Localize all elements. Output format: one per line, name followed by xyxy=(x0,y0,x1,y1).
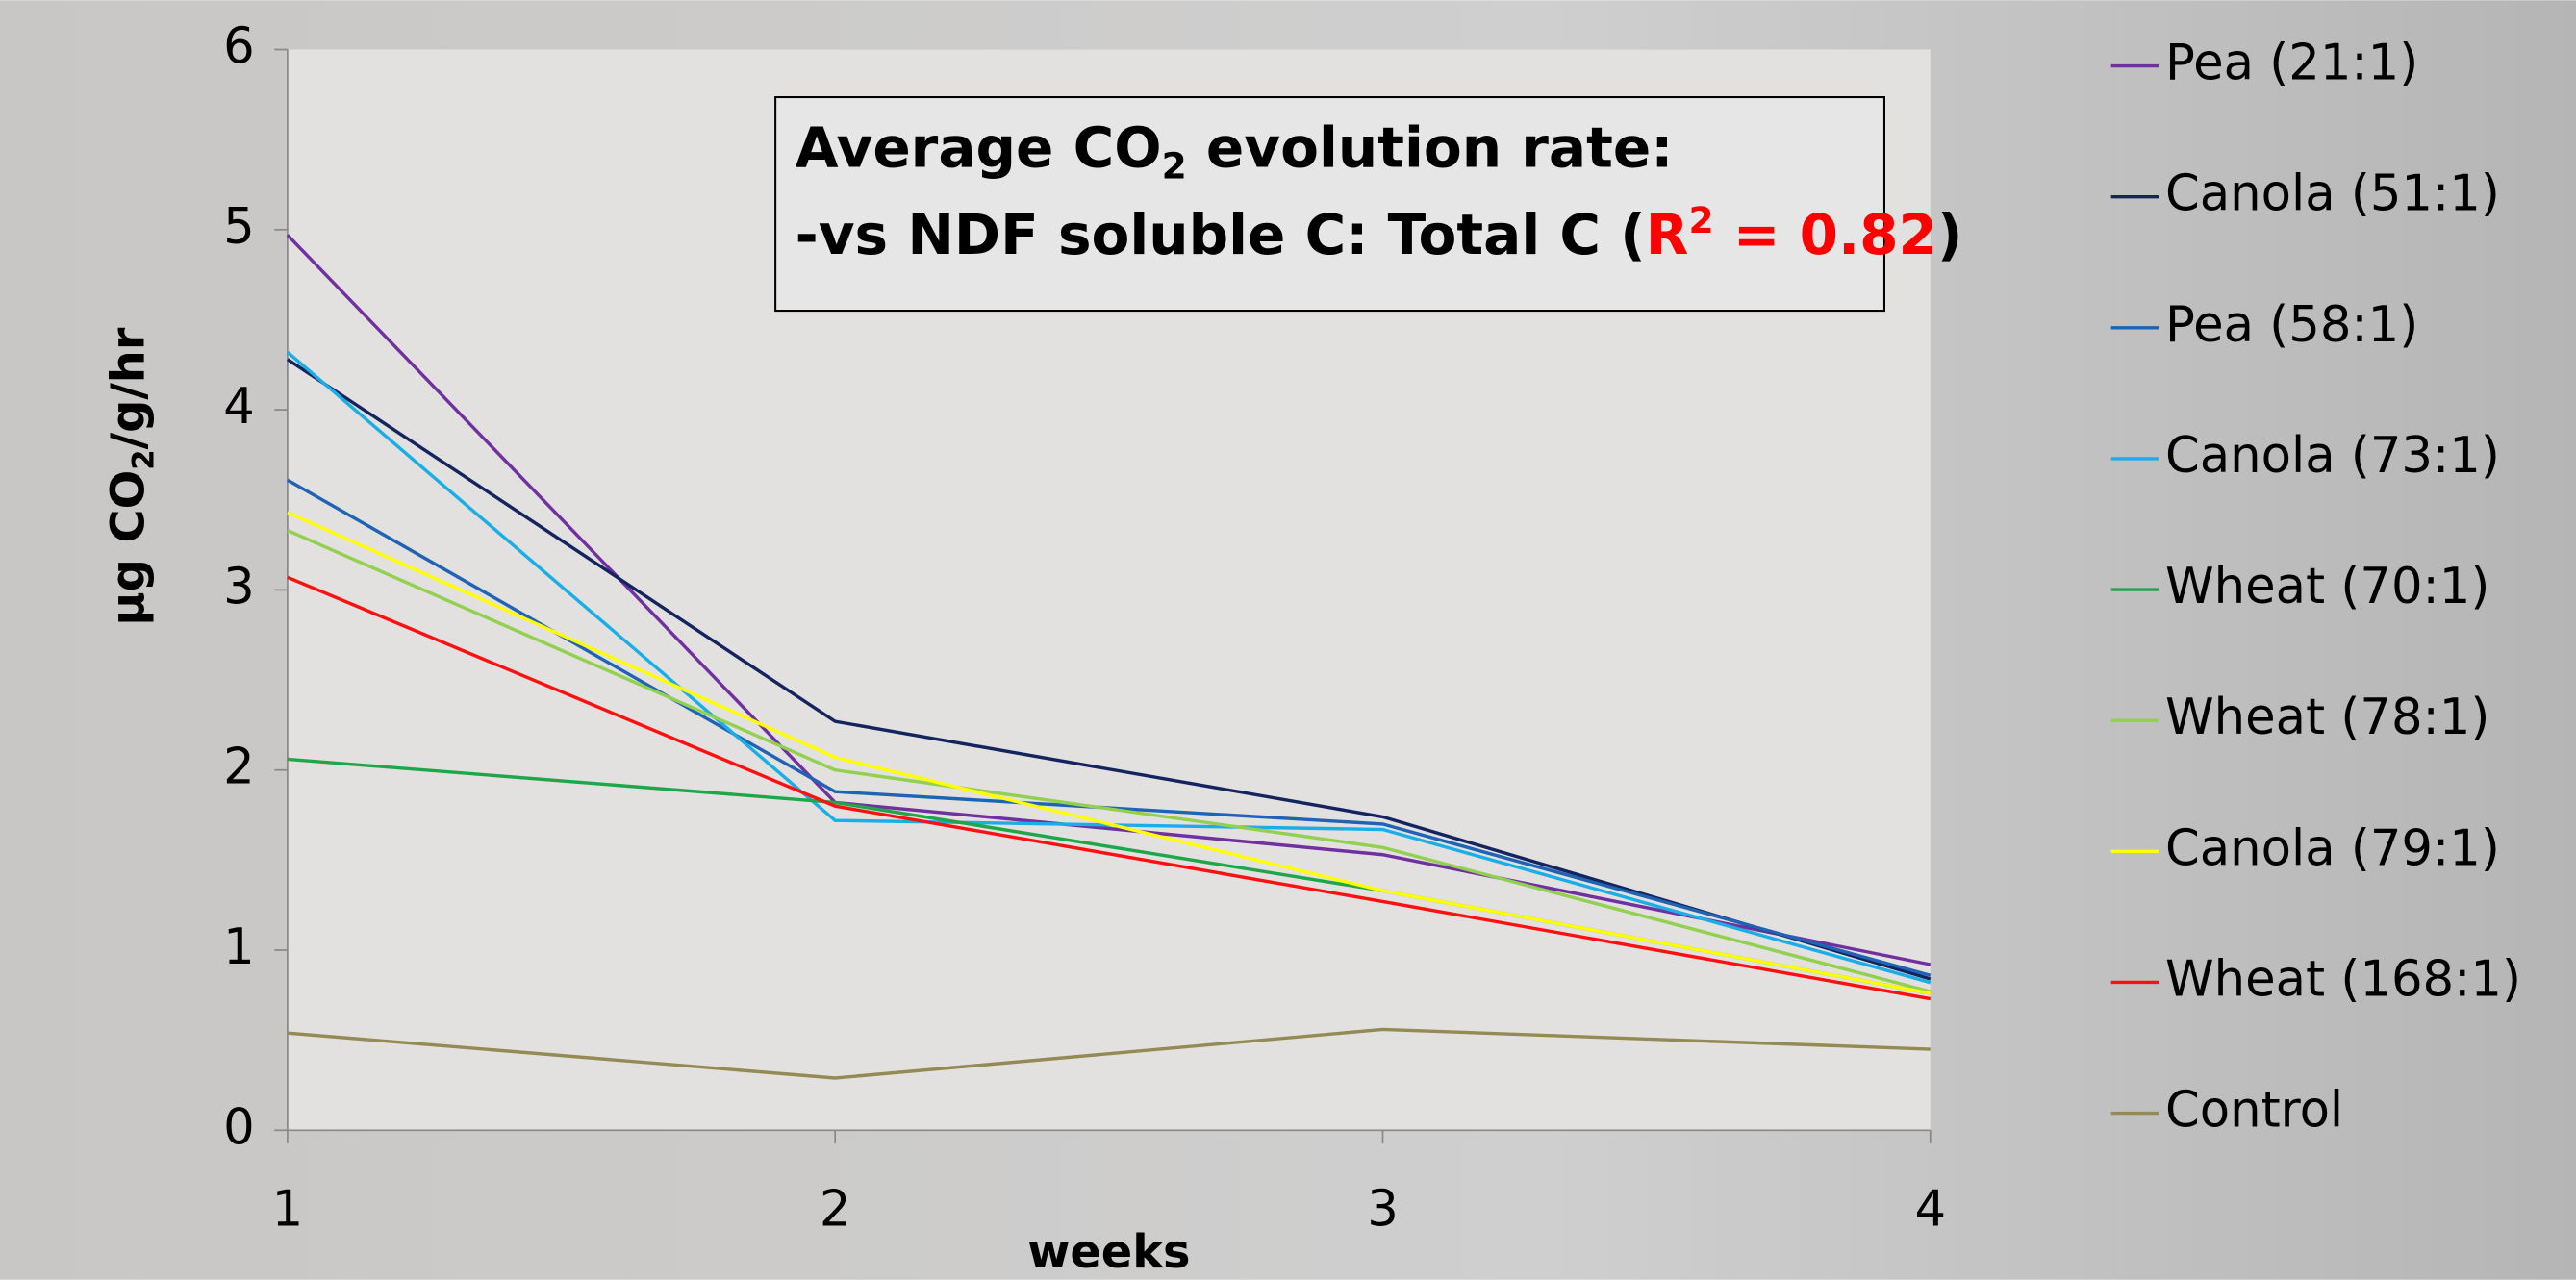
series-line xyxy=(287,511,1932,995)
legend-label: Control xyxy=(2165,1082,2343,1140)
x-tick-label: 4 xyxy=(1914,1181,1946,1239)
annotation-box xyxy=(774,96,1885,313)
x-tick-label: 3 xyxy=(1367,1181,1399,1239)
legend-label: Wheat (78:1) xyxy=(2165,689,2489,746)
legend-label: Canola (73:1) xyxy=(2165,427,2500,485)
t: /g/hr xyxy=(103,327,156,449)
series-line xyxy=(286,234,1932,966)
legend-label: Canola (79:1) xyxy=(2165,819,2500,877)
legend-label: Wheat (70:1) xyxy=(2165,558,2489,615)
y-tick-label: 5 xyxy=(223,198,255,256)
legend-label: Canola (51:1) xyxy=(2165,165,2500,223)
y-tick-label: 3 xyxy=(223,558,255,615)
t: = 0.82 xyxy=(1714,202,1937,267)
series-line xyxy=(287,529,1932,993)
series-line xyxy=(287,575,1932,1001)
y-tick-label: 4 xyxy=(223,378,255,436)
x-tick-label: 2 xyxy=(820,1181,851,1239)
x-tick-label: 1 xyxy=(272,1181,304,1239)
y-tick-label: 1 xyxy=(223,918,255,976)
t: Average CO xyxy=(796,115,1162,181)
series-line xyxy=(287,1027,1931,1080)
y-tick-label: 0 xyxy=(223,1098,255,1156)
y-axis-title: µg CO2/g/hr xyxy=(103,327,161,625)
series-line xyxy=(286,358,1932,981)
t: 2 xyxy=(126,449,161,469)
y-tick-label: 2 xyxy=(223,739,255,796)
x-axis-title: weeks xyxy=(1027,1226,1190,1279)
legend-label: Pea (58:1) xyxy=(2165,296,2418,354)
t: evolution rate: xyxy=(1187,115,1674,181)
t: 2 xyxy=(1688,198,1713,240)
annotation-line1: Average CO2 evolution rate: xyxy=(796,115,1674,187)
annotation-line2: -vs NDF soluble C: Total C (R2 = 0.82) xyxy=(796,198,1963,267)
legend-label: Wheat (168:1) xyxy=(2165,950,2521,1008)
legend-label: Pea (21:1) xyxy=(2165,35,2418,92)
y-tick-label: 6 xyxy=(223,18,255,76)
t: -vs NDF soluble C: Total C ( xyxy=(796,202,1646,267)
t: 2 xyxy=(1162,144,1187,187)
t: ) xyxy=(1937,202,1963,267)
t: R xyxy=(1646,202,1689,267)
t: µg CO xyxy=(103,470,156,626)
